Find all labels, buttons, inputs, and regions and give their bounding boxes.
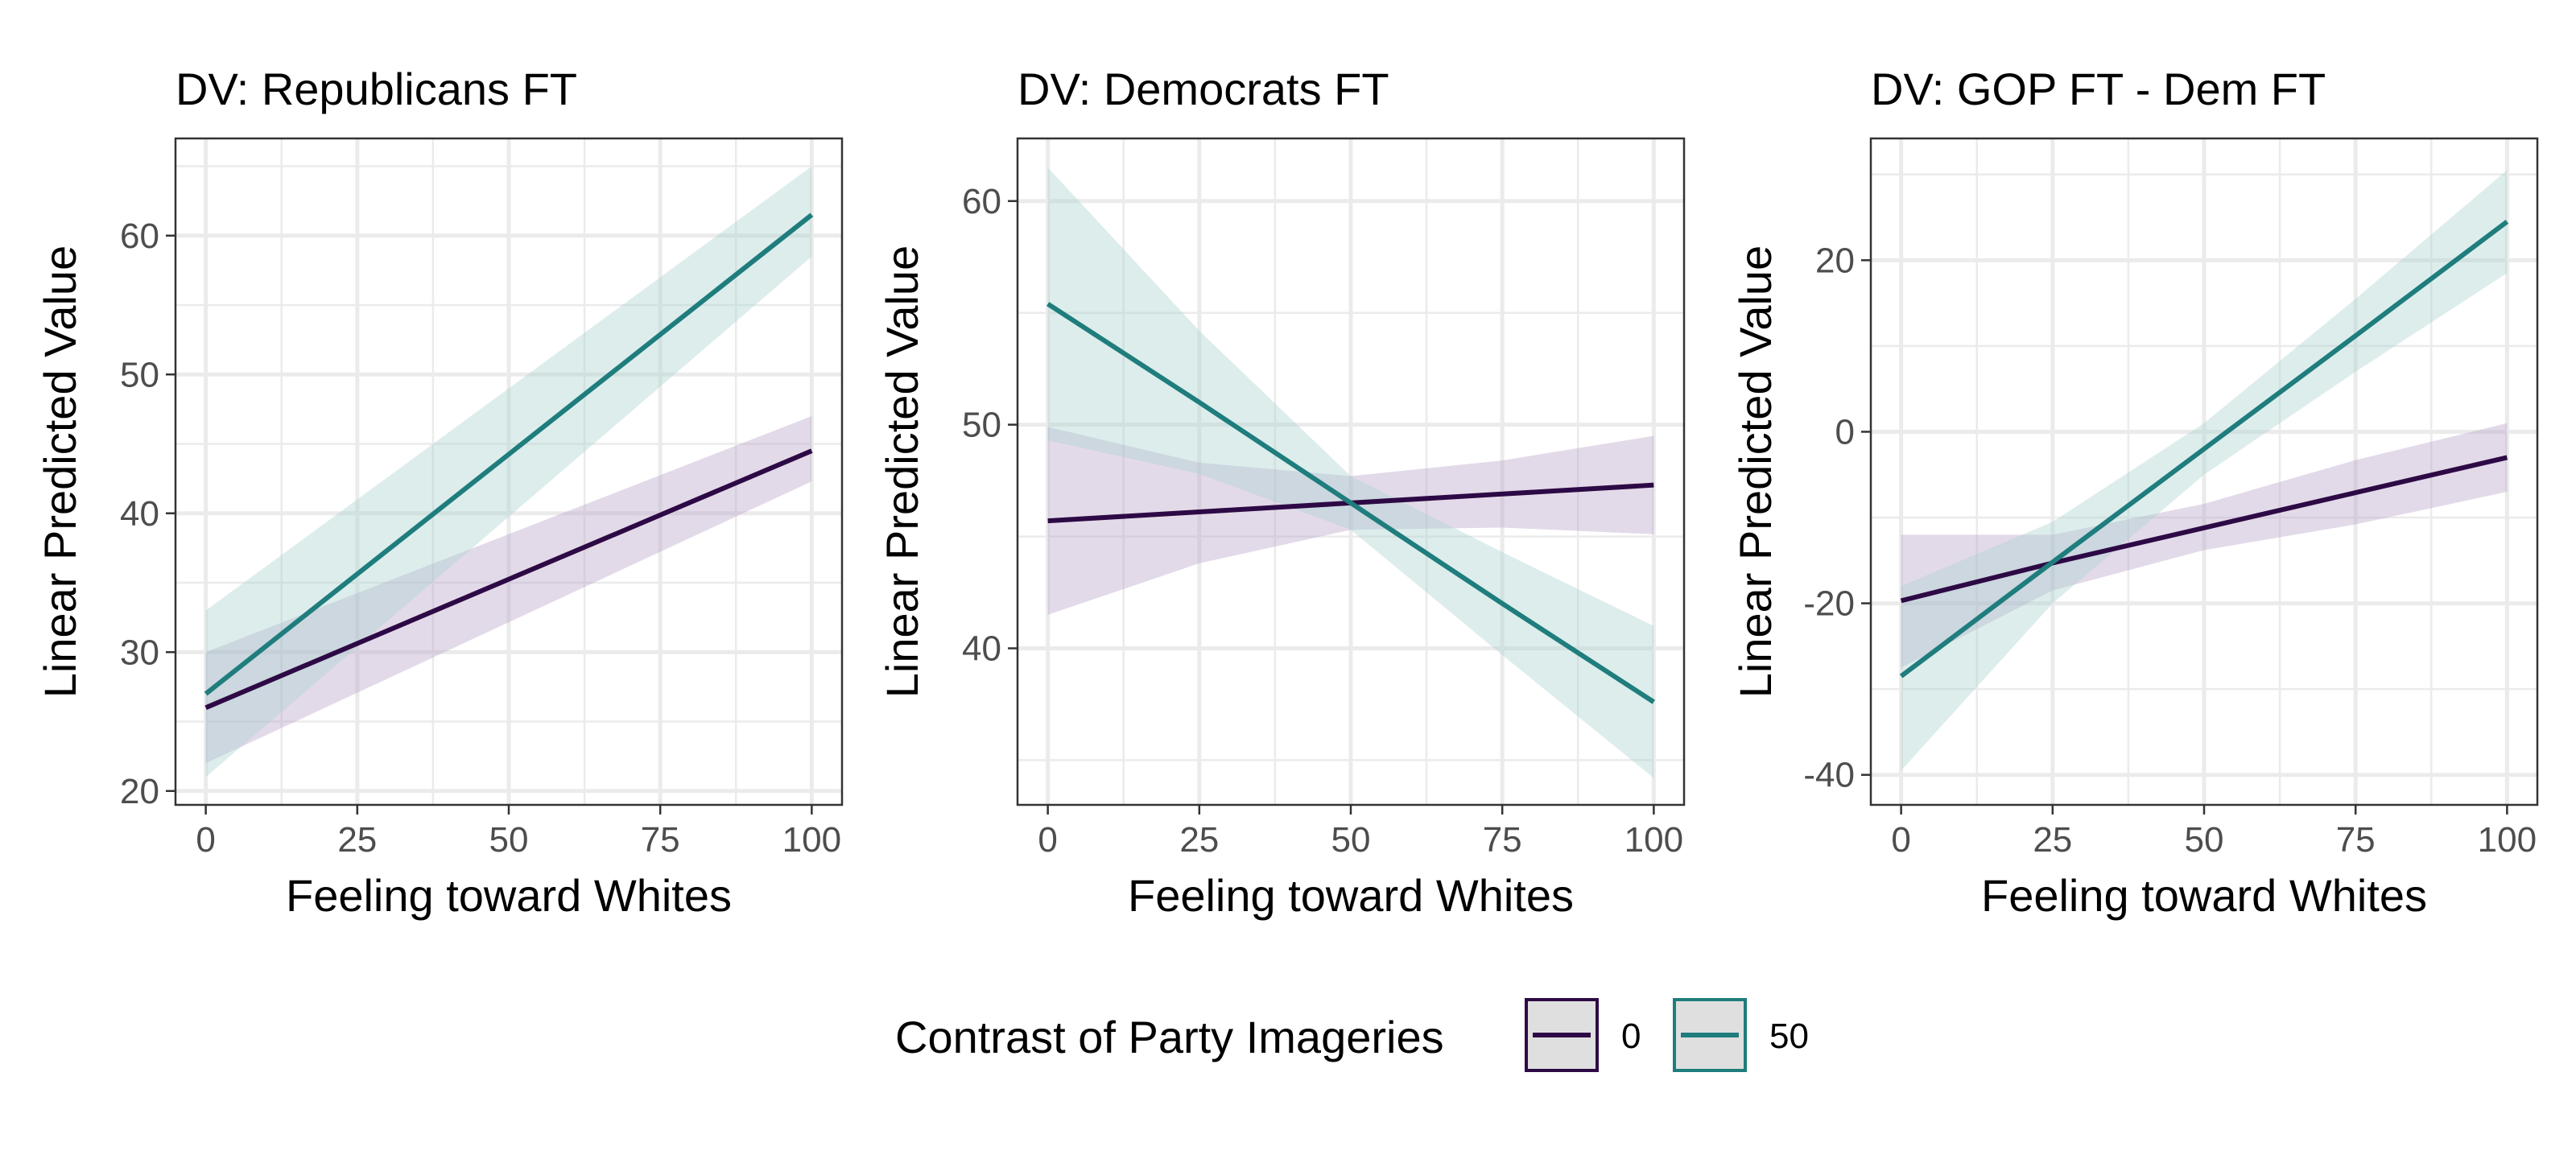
y-tick-label: 60 — [120, 217, 159, 256]
x-tick-label: 0 — [196, 820, 215, 860]
series-line-50 — [1046, 302, 1655, 704]
series-layer — [204, 166, 814, 777]
grid — [1018, 138, 1684, 805]
y-tick-label: -40 — [1803, 756, 1855, 795]
chart-panels: 0 25 50 75 100 20 30 40 50 60 DV: Republicans FT Fe… — [35, 64, 2539, 921]
x-tick-label: 50 — [489, 820, 529, 860]
x-tick-label: 50 — [1331, 820, 1371, 860]
y-tick-label: 40 — [962, 629, 1001, 669]
confidence-band-0 — [1047, 427, 1654, 615]
y-tick-label: 50 — [962, 406, 1001, 445]
x-tick-label: 75 — [641, 820, 680, 860]
y-axis-title: Linear Predicted Value — [35, 245, 85, 698]
series-layer — [1899, 170, 2509, 771]
confidence-band-50 — [1901, 170, 2508, 771]
y-axis-title: Linear Predicted Value — [877, 245, 927, 698]
x-axis-title: Feeling toward Whites — [1981, 870, 2427, 921]
confidence-band-0 — [1901, 423, 2508, 668]
panel-3: 0 25 50 75 100 -40 -20 0 20 DV: GOP FT - Dem FT Fe… — [1730, 64, 2539, 921]
panel-title: DV: Democrats FT — [1018, 64, 1389, 114]
legend-label: 0 — [1621, 1017, 1641, 1056]
x-tick-label: 100 — [1624, 820, 1683, 860]
y-tick-label: 20 — [120, 772, 159, 811]
y-tick-label: 0 — [1835, 412, 1855, 452]
series-line-50 — [204, 212, 814, 696]
panel-title: DV: GOP FT - Dem FT — [1871, 64, 2326, 114]
y-tick-label: -20 — [1803, 584, 1855, 624]
x-tick-label: 0 — [1891, 820, 1910, 860]
panel-2: 0 25 50 75 100 40 50 60 DV: Democrats FT Feeling … — [877, 64, 1686, 921]
confidence-band-50 — [1047, 167, 1654, 778]
x-tick-label: 100 — [2478, 820, 2537, 860]
legend-item-0: 0 — [1525, 998, 1641, 1072]
series-layer — [1046, 167, 1655, 778]
y-axis-title: Linear Predicted Value — [1730, 245, 1781, 698]
panel-title: DV: Republicans FT — [175, 64, 577, 114]
panel-1: 0 25 50 75 100 20 30 40 50 60 DV: Republicans FT Fe… — [35, 64, 844, 921]
x-tick-label: 0 — [1038, 820, 1057, 860]
legend-title: Contrast of Party Imageries — [895, 1012, 1444, 1062]
legend: Contrast of Party Imageries 0 50 — [895, 998, 1809, 1072]
y-tick-label: 40 — [120, 494, 159, 534]
grid — [175, 138, 842, 805]
x-tick-label: 25 — [2033, 820, 2072, 860]
grid — [1871, 138, 2537, 805]
x-tick-label: 75 — [1483, 820, 1522, 860]
x-axis-title: Feeling toward Whites — [286, 870, 732, 921]
confidence-band-0 — [205, 416, 812, 764]
x-axis-title: Feeling toward Whites — [1128, 870, 1574, 921]
y-tick-label: 50 — [120, 355, 159, 394]
x-tick-label: 75 — [2336, 820, 2376, 860]
series-line-0 — [1900, 455, 2508, 604]
y-tick-label: 30 — [120, 633, 159, 672]
series-line-50 — [1899, 219, 2509, 678]
legend-label: 50 — [1769, 1017, 1809, 1056]
x-tick-label: 50 — [2185, 820, 2224, 860]
series-line-0 — [204, 448, 813, 711]
y-tick-label: 20 — [1815, 241, 1855, 280]
y-tick-label: 60 — [962, 182, 1001, 221]
x-tick-label: 25 — [337, 820, 377, 860]
legend-item-50: 50 — [1673, 998, 1809, 1072]
x-tick-label: 100 — [782, 820, 841, 860]
confidence-band-50 — [205, 166, 812, 777]
x-tick-label: 25 — [1179, 820, 1219, 860]
